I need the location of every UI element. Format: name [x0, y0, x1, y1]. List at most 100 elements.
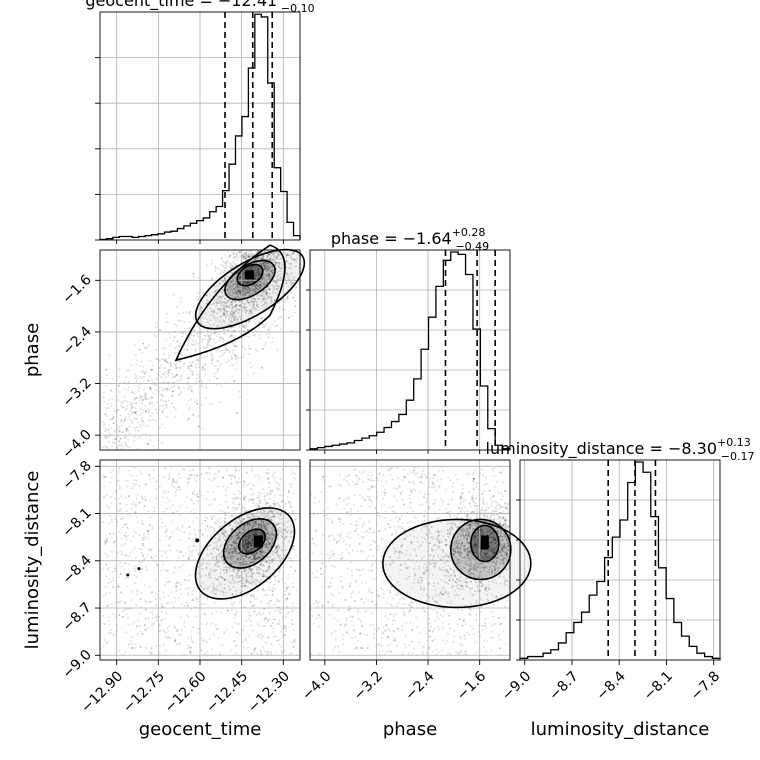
sample-point	[239, 492, 242, 495]
sample-point	[251, 290, 253, 292]
sample-point	[206, 490, 209, 493]
sample-point	[163, 490, 166, 493]
sample-point	[155, 401, 158, 404]
sample-point	[247, 611, 250, 614]
sample-point	[285, 260, 288, 263]
sample-point	[120, 442, 123, 445]
sample-point	[142, 375, 145, 378]
sample-point	[125, 585, 128, 587]
sample-point	[222, 307, 225, 310]
sample-point	[248, 568, 251, 571]
sample-point	[285, 627, 288, 630]
sample-point	[254, 258, 256, 261]
sample-point	[191, 339, 194, 342]
sample-point	[254, 283, 257, 286]
sample-point	[269, 561, 272, 564]
sample-point	[252, 534, 255, 537]
sample-point	[230, 478, 233, 481]
sample-point	[292, 605, 294, 608]
sample-point	[254, 597, 256, 600]
sample-point	[215, 569, 218, 571]
sample-point	[231, 375, 233, 378]
sample-point	[224, 262, 227, 265]
sample-point	[248, 320, 251, 323]
sample-point	[169, 344, 171, 347]
sample-point	[272, 286, 275, 289]
sample-point	[295, 260, 298, 263]
sample-point	[223, 591, 226, 594]
sample-point	[125, 429, 128, 432]
sample-point	[141, 542, 144, 545]
sample-point	[250, 488, 253, 491]
sample-point	[234, 503, 237, 506]
sample-point	[225, 628, 228, 631]
sample-point	[235, 524, 238, 527]
sample-point	[269, 302, 272, 305]
sample-point	[254, 582, 257, 585]
sample-point	[196, 377, 198, 380]
sample-point	[214, 364, 217, 367]
sample-point	[230, 285, 233, 288]
sample-point	[211, 526, 214, 529]
sample-point	[236, 562, 238, 565]
sample-point	[249, 300, 252, 303]
sample-point	[220, 291, 223, 294]
sample-point	[207, 335, 209, 338]
sample-point	[132, 401, 135, 404]
sample-point	[243, 296, 246, 299]
sample-point	[277, 273, 280, 276]
sample-point	[215, 335, 218, 338]
sample-point	[165, 406, 168, 409]
sample-point	[235, 355, 238, 358]
sample-point	[279, 273, 282, 276]
sample-point	[266, 302, 268, 305]
sample-point	[121, 526, 124, 529]
sample-point	[170, 591, 173, 594]
sample-point	[188, 312, 191, 315]
sample-point	[151, 402, 154, 405]
sample-point	[231, 315, 234, 318]
sample-point	[102, 391, 105, 394]
sample-point	[144, 504, 147, 507]
sample-point	[207, 587, 209, 589]
sample-point	[289, 265, 292, 268]
sample-point	[129, 551, 132, 554]
sample-point	[149, 651, 152, 654]
sample-point	[232, 577, 234, 580]
sample-point	[109, 629, 112, 632]
sample-point	[144, 535, 147, 538]
sample-point	[231, 299, 234, 302]
sample-point	[156, 412, 158, 415]
sample-point	[266, 268, 269, 271]
sample-point	[200, 473, 203, 476]
sample-point	[263, 250, 266, 253]
sample-point	[149, 516, 152, 519]
sample-point	[267, 468, 270, 471]
sample-point	[267, 264, 270, 267]
sample-point	[162, 358, 165, 361]
sample-point	[104, 552, 107, 555]
sample-point	[211, 277, 213, 280]
sample-point	[255, 329, 257, 332]
sample-point	[291, 641, 294, 644]
sample-point	[220, 298, 223, 301]
sample-point	[196, 499, 199, 502]
sample-point	[258, 504, 260, 507]
sample-point	[216, 383, 219, 386]
sample-point	[213, 317, 216, 320]
sample-point	[275, 261, 278, 264]
sample-point	[159, 539, 161, 542]
sample-point	[117, 384, 120, 387]
sample-point	[247, 571, 250, 573]
sample-point	[232, 252, 235, 255]
sample-point	[230, 326, 233, 329]
sample-point	[249, 265, 252, 268]
sample-point	[258, 337, 261, 340]
sample-point	[249, 289, 251, 292]
sample-point	[109, 405, 112, 408]
sample-point	[214, 536, 217, 539]
sample-point	[258, 256, 261, 259]
sample-point	[133, 567, 136, 570]
sample-point	[265, 305, 268, 308]
sample-point	[154, 615, 157, 618]
